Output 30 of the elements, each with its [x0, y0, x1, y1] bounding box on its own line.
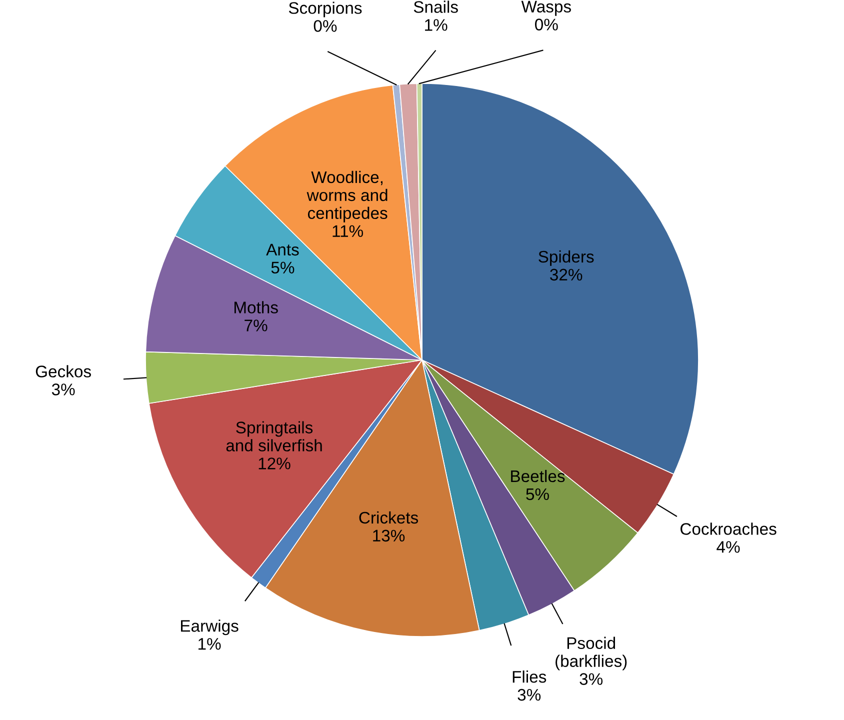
- data-label: 32%: [550, 268, 582, 281]
- slice-label: Beetles: [511, 470, 565, 482]
- data-label: 7%: [244, 320, 268, 332]
- slice-label: Psocid (barkflies): [556, 636, 627, 670]
- slice-label: Wasps: [521, 0, 571, 16]
- data-label: 11%: [332, 225, 364, 237]
- data-label: 5%: [271, 262, 294, 274]
- data-label: 1%: [425, 19, 448, 31]
- slice-label: Geckos: [36, 365, 91, 378]
- data-label: 3%: [52, 384, 75, 396]
- slice-label: Earwigs: [181, 620, 238, 636]
- slice-label: Spiders: [538, 250, 594, 266]
- slice-label: Cockroaches: [680, 522, 776, 535]
- data-label: 3%: [518, 688, 541, 701]
- data-label: 4%: [716, 541, 740, 553]
- data-label: 12%: [258, 458, 290, 470]
- data-label: 3%: [580, 673, 603, 685]
- slice-label: Snails: [414, 0, 458, 13]
- slice-label: Scorpions: [288, 2, 362, 18]
- data-label: 13%: [373, 530, 405, 542]
- slice-label: Crickets: [359, 511, 418, 524]
- slice-label: Springtails and silverfish: [226, 421, 322, 452]
- slice-label: Woodlice, worms and centipedes: [306, 170, 388, 222]
- slice-label: Flies: [512, 670, 546, 683]
- data-label: 0%: [314, 20, 337, 32]
- data-label: 0%: [535, 18, 558, 30]
- slice-label: Ants: [266, 244, 299, 256]
- slice-label: Moths: [234, 301, 278, 314]
- data-label: 1%: [198, 638, 221, 650]
- data-label: 5%: [526, 488, 549, 500]
